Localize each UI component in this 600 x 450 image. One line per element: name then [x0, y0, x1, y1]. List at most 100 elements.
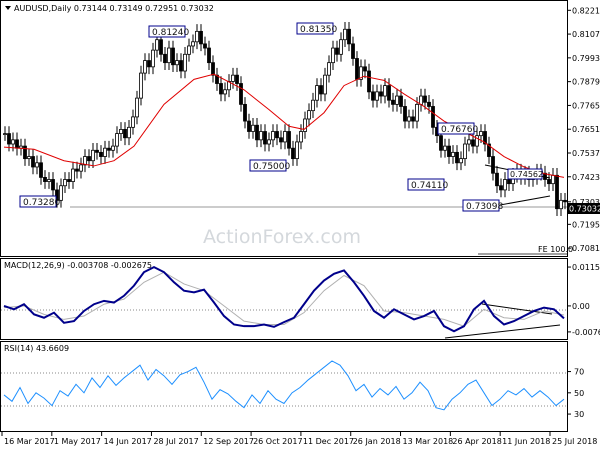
candle-body — [551, 174, 555, 185]
candle-body — [255, 124, 259, 141]
candle-body — [31, 156, 35, 168]
candle-body — [379, 91, 383, 97]
candle-body — [411, 116, 415, 122]
candle-body — [399, 95, 403, 107]
candle-body — [175, 60, 179, 66]
macd-tick-label: 0.011506 — [572, 263, 600, 272]
candle-body — [43, 176, 47, 182]
candle-body — [259, 131, 263, 141]
fe-label: FE 100.0 — [538, 245, 573, 254]
candle-body — [367, 70, 371, 93]
candle-body — [187, 45, 191, 55]
candle-body — [7, 133, 11, 145]
x-axis: 16 Mar 2017 1 May 2017 14 Jun 2017 28 Jul 2… — [1, 431, 597, 446]
candle-body — [235, 74, 239, 84]
candle-body — [295, 141, 299, 160]
watermark: ActionForex.com — [203, 226, 361, 248]
candle-body — [323, 74, 327, 95]
rsi-panel-frame — [0, 341, 568, 432]
candle-body — [191, 41, 195, 47]
candle-body — [27, 156, 31, 160]
candle-body — [375, 91, 379, 101]
candle-body — [223, 89, 227, 95]
candle-body — [459, 158, 463, 164]
candle-body — [331, 47, 335, 64]
candle-body — [151, 49, 155, 68]
x-tick-label: 1 May 2017 — [54, 437, 101, 446]
candle-body — [131, 116, 135, 128]
x-tick-label: 13 Mar 2018 — [403, 437, 454, 446]
candle-body — [251, 124, 255, 132]
annotation-0.76760: 0.76760 — [437, 122, 478, 135]
price-panel-frame — [0, 0, 568, 257]
candle-body — [283, 131, 287, 143]
candle-body — [119, 129, 123, 134]
candle-body — [115, 133, 119, 147]
svg-text:AUDUSD,Daily 0.73144 0.73149: AUDUSD,Daily 0.73144 0.73149 0.72951 0.7… — [14, 4, 214, 13]
candle-body — [155, 39, 159, 51]
candle-body — [79, 164, 83, 172]
candle-body — [479, 131, 483, 137]
annotation-0.73098: 0.73098 — [462, 199, 503, 212]
candle-body — [403, 106, 407, 122]
rsi-label: RSI(14) 43.6609 — [4, 344, 69, 353]
candle-body — [547, 179, 551, 185]
macd-lower-trend — [444, 324, 561, 339]
candle-body — [59, 185, 63, 201]
candle-body — [463, 143, 467, 160]
candle-body — [95, 149, 99, 153]
candle-body — [143, 60, 147, 74]
candle-body — [439, 135, 443, 151]
candle-body — [291, 147, 295, 160]
candle-body — [315, 85, 319, 101]
x-tick-label: 16 Mar 2017 — [4, 437, 55, 446]
candle-body — [159, 39, 163, 55]
annotation-0.74562: 0.74562 — [507, 168, 543, 180]
annotation-0.81350: 0.81350 — [296, 22, 337, 35]
candle-body — [243, 103, 247, 122]
candle-body — [263, 131, 267, 145]
candle-body — [171, 47, 175, 66]
candle-body — [147, 60, 151, 68]
candle-body — [275, 131, 279, 139]
svg-text:0.75000: 0.75000 — [253, 162, 290, 172]
rsi-tick-label: 70 — [574, 368, 584, 377]
candle-body — [91, 149, 95, 162]
candle-body — [163, 53, 167, 64]
svg-text:0.81350: 0.81350 — [300, 25, 337, 35]
x-tick-label: 26 Jan 2018 — [353, 437, 401, 446]
x-tick-label: 26 Oct 2017 — [253, 437, 302, 446]
candle-body — [351, 43, 355, 59]
candle-body — [55, 189, 59, 201]
candle-body — [339, 39, 343, 55]
candle-body — [443, 145, 447, 151]
candle-body — [111, 145, 115, 151]
annotation-0.74110: 0.74110 — [407, 178, 448, 191]
candle-body — [39, 162, 43, 178]
x-tick-label: 26 Apr 2018 — [452, 437, 501, 446]
candle-body — [427, 101, 431, 107]
candle-body — [179, 60, 183, 72]
price-layer — [3, 21, 567, 216]
rsi-tick-label: 50 — [574, 389, 584, 398]
candle-body — [415, 103, 419, 122]
candle-body — [343, 28, 347, 41]
candle-body — [503, 179, 507, 191]
candle-body — [423, 95, 427, 103]
candle-body — [99, 151, 103, 157]
candle-body — [15, 139, 19, 149]
candle-body — [87, 156, 91, 162]
macd-panel-frame — [0, 258, 568, 340]
candle-body — [495, 172, 499, 187]
svg-text:0.73032: 0.73032 — [569, 205, 600, 214]
candle-body — [395, 95, 399, 105]
candle-body — [447, 145, 451, 157]
candle-body — [71, 168, 75, 182]
candle-body — [167, 47, 171, 64]
